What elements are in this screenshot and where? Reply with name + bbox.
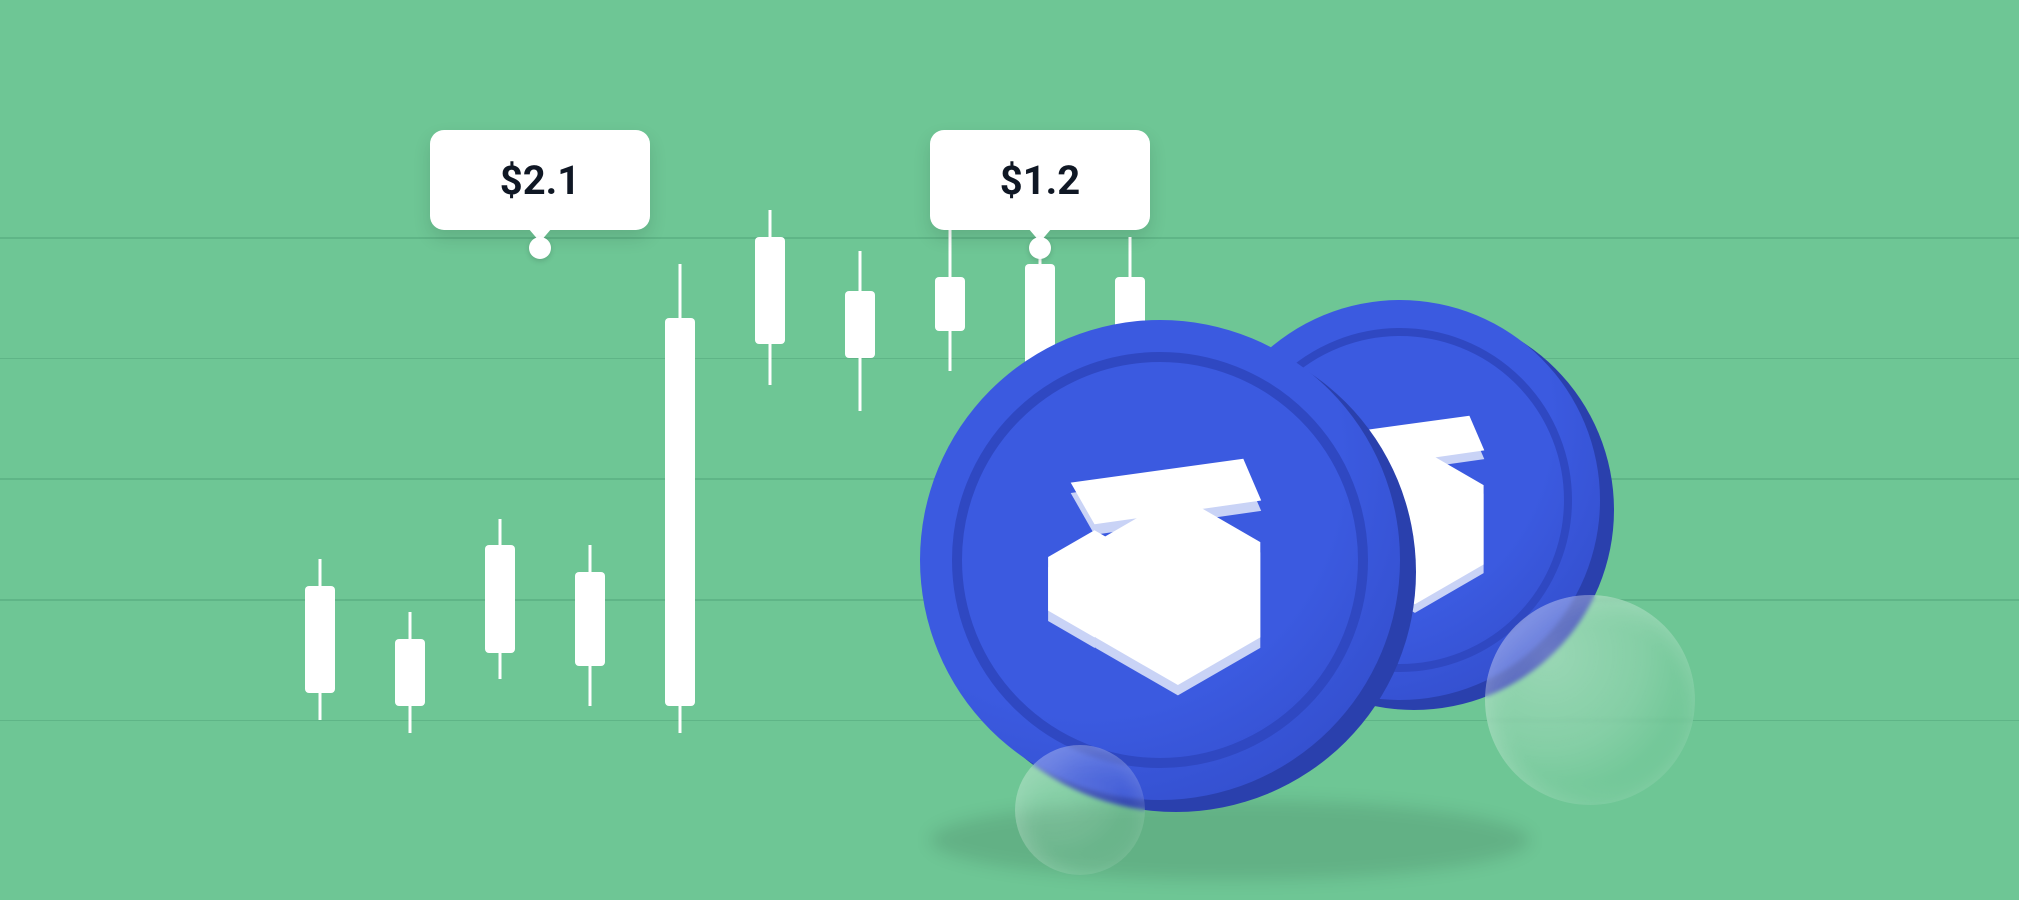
candlestick-body	[485, 545, 515, 652]
price-tooltip-dot	[1029, 237, 1051, 259]
candlestick-body	[935, 277, 965, 331]
coin-logo-icon	[1011, 411, 1309, 709]
crypto-coin-front	[920, 320, 1400, 800]
candlestick-body	[575, 572, 605, 666]
price-tooltip-dot	[529, 237, 551, 259]
candlestick	[755, 0, 785, 900]
candlestick-body	[305, 586, 335, 693]
candlestick	[305, 0, 335, 900]
price-tooltip-label: $2.1	[500, 157, 580, 204]
candlestick-body	[845, 291, 875, 358]
glass-bubble	[1015, 745, 1145, 875]
chart-gridline	[0, 358, 2019, 360]
price-tooltip: $2.1	[430, 130, 650, 230]
candlestick	[395, 0, 425, 900]
infographic-canvas: $2.1 $1.2	[0, 0, 2019, 900]
chart-gridline	[0, 237, 2019, 239]
candlestick-body	[665, 318, 695, 707]
candlestick-body	[755, 237, 785, 344]
price-tooltip-label: $1.2	[1000, 157, 1080, 204]
price-tooltip: $1.2	[930, 130, 1150, 230]
candlestick	[665, 0, 695, 900]
candlestick-body	[395, 639, 425, 706]
glass-bubble	[1485, 595, 1695, 805]
candlestick	[845, 0, 875, 900]
